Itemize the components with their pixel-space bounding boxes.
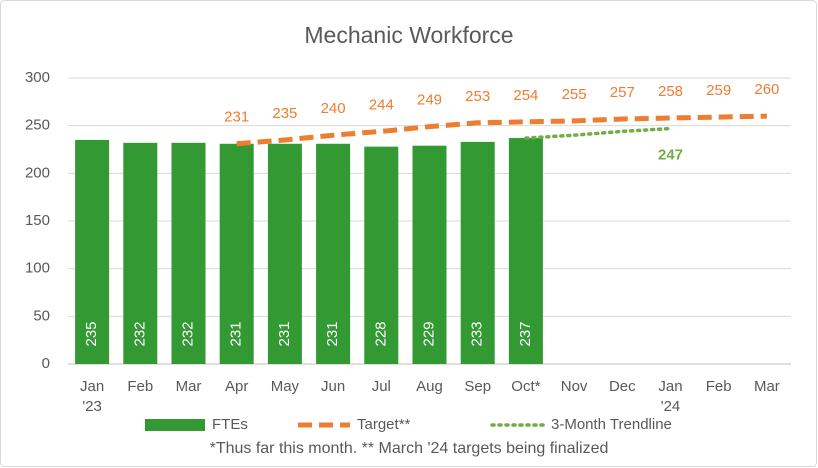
data-label: 253 (465, 88, 490, 105)
bar-value-label: 232 (131, 321, 148, 346)
x-tick-label: Apr (225, 378, 248, 395)
data-label: 260 (754, 81, 779, 98)
bar-value-label: 231 (276, 321, 293, 346)
chart-title: Mechanic Workforce (304, 22, 513, 48)
data-label: 244 (369, 96, 394, 113)
x-tick-label: Feb (706, 378, 732, 395)
y-tick-label: 0 (42, 355, 50, 372)
data-label: 257 (610, 84, 635, 101)
line-series (236, 113, 767, 147)
x-tick-label: Dec (609, 378, 636, 395)
y-tick-label: 100 (25, 260, 50, 277)
x-tick-label: Nov (561, 378, 588, 395)
data-label: 247 (658, 146, 683, 163)
bar-value-label: 237 (517, 321, 534, 346)
bar (316, 143, 351, 364)
data-label: 231 (224, 109, 249, 126)
x-tick-label: Oct* (511, 378, 540, 395)
legend-label: FTEs (212, 416, 248, 433)
bar-value-label: 231 (228, 321, 245, 346)
data-label: 258 (658, 83, 683, 100)
bar-value-label: 228 (372, 321, 389, 346)
bar (460, 141, 495, 364)
y-tick-label: 300 (25, 69, 50, 86)
x-tick-label: Sep (464, 378, 491, 395)
bar (508, 138, 543, 364)
legend-swatch (145, 419, 205, 431)
y-tick-label: 200 (25, 164, 50, 181)
bar (171, 142, 206, 364)
footnote: *Thus far this month. ** March '24 targe… (210, 440, 609, 457)
x-tick-label: Feb (127, 378, 153, 395)
x-tick-label: Jul (372, 378, 391, 395)
bar (412, 145, 447, 364)
y-tick-label: 150 (25, 212, 50, 229)
bar (219, 143, 254, 364)
y-tick-label: 50 (33, 307, 50, 324)
bar-value-label: 233 (469, 321, 486, 346)
bar (75, 139, 110, 364)
legend-label: Target** (357, 416, 411, 433)
bar-value-label: 229 (420, 321, 437, 346)
bar-value-label: 232 (179, 321, 196, 346)
y-tick-label: 250 (25, 117, 50, 134)
bar-value-label: 235 (83, 321, 100, 346)
x-tick-label: Jan '24 (658, 378, 682, 415)
x-tick-label: Mar (176, 378, 202, 395)
x-tick-label: Jun (321, 378, 345, 395)
data-label: 254 (513, 87, 538, 104)
x-tick-label: Jan '23 (80, 378, 104, 415)
bar-value-label: 231 (324, 321, 341, 346)
data-label: 240 (321, 100, 346, 117)
data-label: 259 (706, 82, 731, 99)
data-label: 235 (272, 105, 297, 122)
line-series (524, 126, 673, 140)
bar (267, 143, 302, 364)
x-tick-label: Mar (754, 378, 780, 395)
x-tick-label: Aug (416, 378, 443, 395)
bar (364, 146, 399, 364)
legend-label: 3-Month Trendline (551, 416, 672, 433)
data-label: 255 (562, 86, 587, 103)
x-tick-label: May (271, 378, 300, 395)
data-label: 249 (417, 92, 442, 109)
bar (123, 142, 158, 364)
